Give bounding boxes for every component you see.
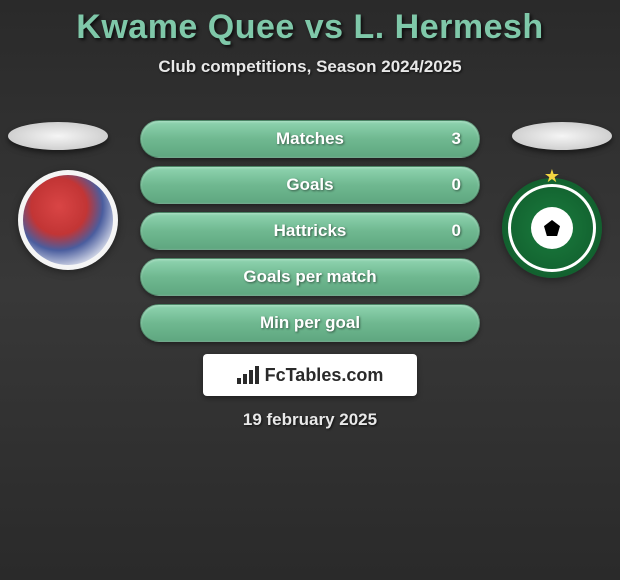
stat-row-min-per-goal: Min per goal xyxy=(140,304,480,342)
player-marker-left xyxy=(8,122,108,150)
soccer-ball-icon xyxy=(531,207,573,249)
stats-container: Matches 3 Goals 0 Hattricks 0 Goals per … xyxy=(140,120,480,350)
stat-value-right: 3 xyxy=(452,129,461,149)
brand-text: FcTables.com xyxy=(265,365,384,386)
stat-value-right: 0 xyxy=(452,221,461,241)
bar-chart-icon xyxy=(237,366,259,384)
stat-row-matches: Matches 3 xyxy=(140,120,480,158)
stat-label: Matches xyxy=(276,129,344,149)
club-badge-right-graphic: ★ xyxy=(502,178,602,278)
stat-label: Min per goal xyxy=(260,313,360,333)
footer-date: 19 february 2025 xyxy=(0,410,620,430)
star-icon: ★ xyxy=(544,166,560,187)
club-badge-left-graphic xyxy=(23,175,113,265)
club-badge-left xyxy=(18,170,118,270)
stat-label: Hattricks xyxy=(274,221,347,241)
club-badge-right: ★ xyxy=(502,178,602,278)
brand-watermark: FcTables.com xyxy=(203,354,417,396)
comparison-subtitle: Club competitions, Season 2024/2025 xyxy=(0,57,620,77)
stat-row-goals: Goals 0 xyxy=(140,166,480,204)
stat-label: Goals xyxy=(286,175,333,195)
stat-row-goals-per-match: Goals per match xyxy=(140,258,480,296)
comparison-title: Kwame Quee vs L. Hermesh xyxy=(0,0,620,47)
stat-row-hattricks: Hattricks 0 xyxy=(140,212,480,250)
stat-label: Goals per match xyxy=(243,267,376,287)
player-marker-right xyxy=(512,122,612,150)
stat-value-right: 0 xyxy=(452,175,461,195)
